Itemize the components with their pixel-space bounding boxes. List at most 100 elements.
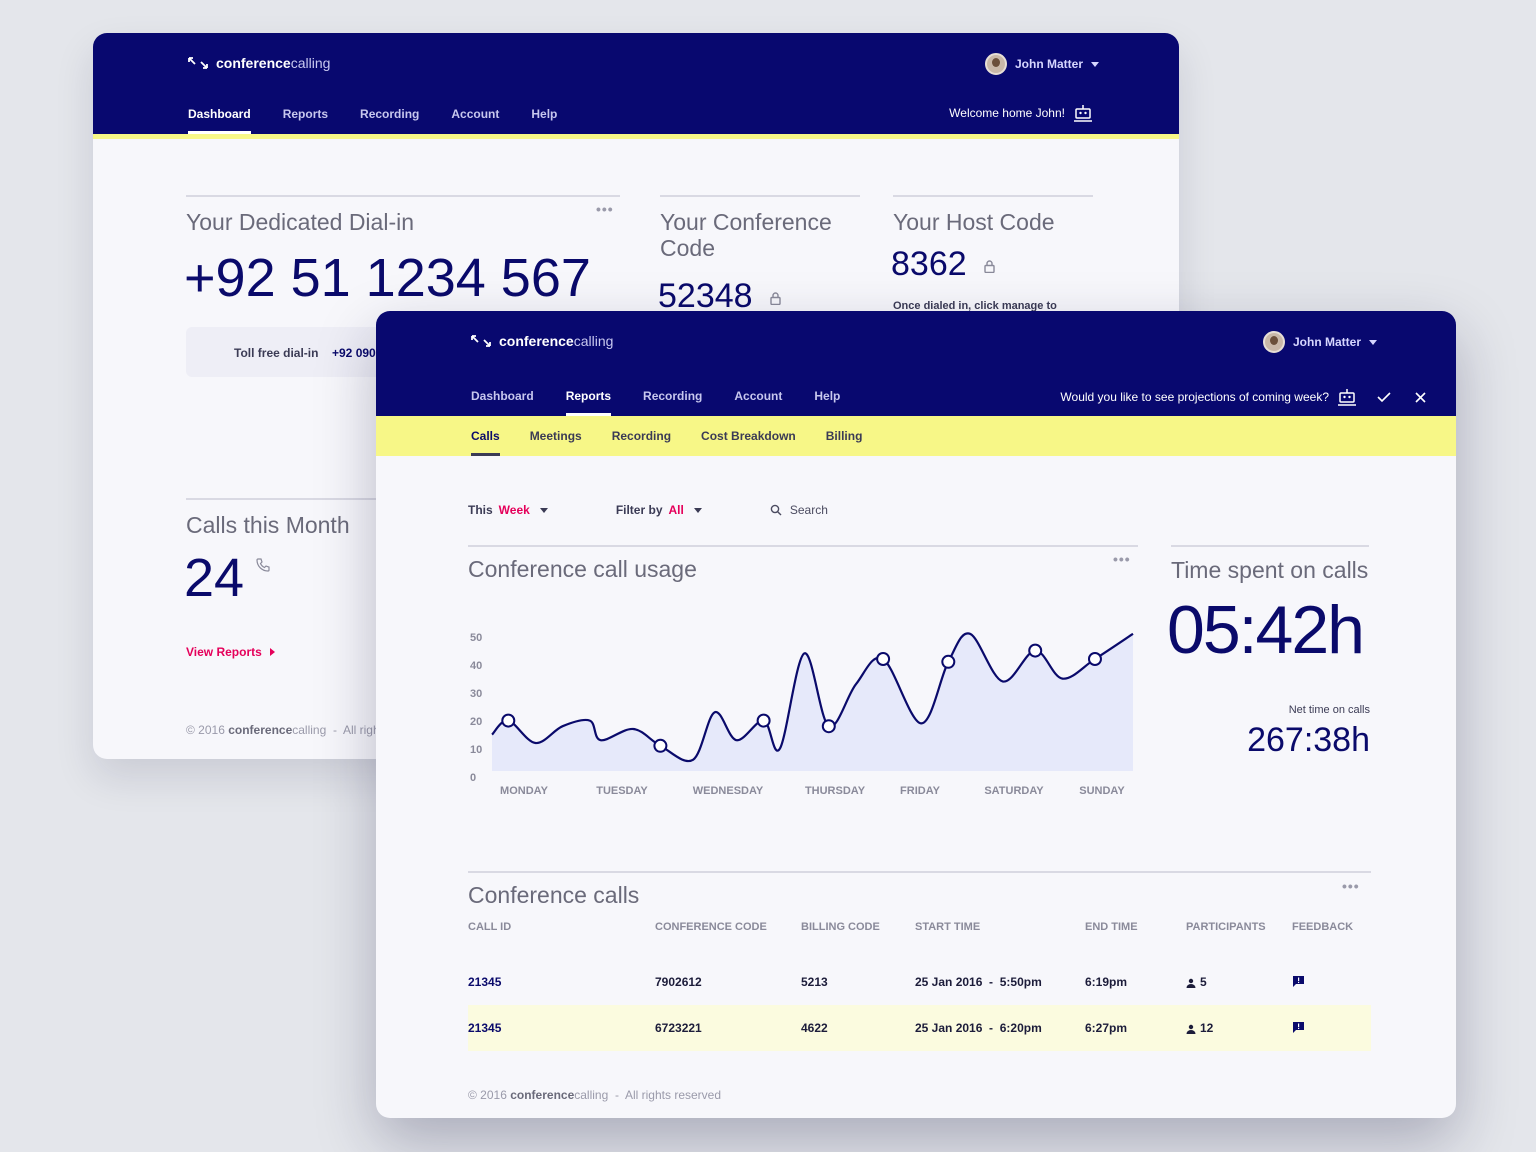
subtab-billing[interactable]: Billing bbox=[825, 429, 863, 443]
x-tick-label: TUESDAY bbox=[596, 785, 648, 797]
close-icon[interactable] bbox=[1415, 391, 1426, 403]
col-participants[interactable]: PARTICIPANTS bbox=[1186, 921, 1266, 933]
tab-recording[interactable]: Recording bbox=[643, 389, 703, 403]
divider bbox=[186, 195, 620, 197]
check-icon[interactable] bbox=[1377, 391, 1391, 403]
period-value: Week bbox=[498, 503, 530, 517]
col-start-time[interactable]: START TIME bbox=[915, 921, 981, 933]
feedback-icon[interactable] bbox=[1292, 975, 1305, 987]
col-feedback[interactable]: FEEDBACK bbox=[1292, 921, 1354, 933]
tab-dashboard[interactable]: Dashboard bbox=[188, 107, 251, 134]
brand-logo[interactable]: conferencecalling bbox=[471, 333, 613, 349]
category-filter[interactable]: Filter by All bbox=[616, 503, 702, 517]
dial-in-number: +92 51 1234 567 bbox=[184, 248, 591, 308]
x-tick-label: WEDNESDAY bbox=[693, 785, 764, 797]
tab-reports[interactable]: Reports bbox=[565, 389, 612, 416]
reports-window: conferencecalling John Matter Dashboard … bbox=[376, 311, 1456, 1118]
avatar bbox=[1263, 331, 1285, 353]
table-row[interactable]: 21345 7902612 5213 25 Jan 2016 - 5:50pm … bbox=[468, 959, 1371, 1005]
x-tick-label: SUNDAY bbox=[1079, 785, 1125, 797]
billing-code: 4622 bbox=[801, 1005, 915, 1051]
dial-in-title: Your Dedicated Dial-in bbox=[186, 209, 415, 235]
footer-brand-light: calling bbox=[292, 723, 327, 737]
view-reports-link[interactable]: View Reports bbox=[186, 645, 275, 659]
brand-logo[interactable]: conferencecalling bbox=[188, 55, 330, 71]
footer-brand-light: calling bbox=[574, 1088, 609, 1102]
calls-month-title: Calls this Month bbox=[186, 512, 350, 538]
col-call-id[interactable]: CALL ID bbox=[468, 921, 512, 933]
end-time: 6:27pm bbox=[1085, 1005, 1186, 1051]
feedback-icon[interactable] bbox=[1292, 1021, 1305, 1033]
more-options-icon[interactable]: ••• bbox=[1342, 878, 1360, 894]
tab-help[interactable]: Help bbox=[814, 389, 841, 403]
calls-table: CALL ID CONFERENCE CODE BILLING CODE STA… bbox=[468, 921, 1371, 1051]
data-point[interactable] bbox=[1028, 643, 1043, 658]
avatar bbox=[985, 53, 1007, 75]
tollfree-number: +92 090 bbox=[332, 346, 376, 360]
footer-rights: All rights reserved bbox=[624, 1088, 722, 1102]
more-options-icon[interactable]: ••• bbox=[596, 201, 614, 217]
tab-account[interactable]: Account bbox=[451, 107, 500, 121]
more-options-icon[interactable]: ••• bbox=[1113, 551, 1131, 567]
view-reports-label: View Reports bbox=[186, 645, 262, 659]
user-name: John Matter bbox=[1015, 57, 1084, 71]
brand-bold: conference bbox=[499, 333, 574, 349]
usage-line bbox=[491, 632, 1134, 763]
subtab-cost-breakdown[interactable]: Cost Breakdown bbox=[701, 429, 796, 443]
net-time-label: Net time on calls bbox=[1288, 704, 1370, 716]
welcome-message: Welcome home John! bbox=[949, 104, 1093, 122]
data-point[interactable] bbox=[821, 719, 836, 734]
call-id[interactable]: 21345 bbox=[468, 1005, 655, 1051]
calls-table-title: Conference calls bbox=[468, 882, 640, 908]
period-filter[interactable]: This Week bbox=[468, 503, 548, 517]
start-time: 25 Jan 2016 - 6:20pm bbox=[915, 1005, 1085, 1051]
participants: 5 bbox=[1186, 959, 1292, 1005]
subtab-recording[interactable]: Recording bbox=[611, 429, 672, 443]
col-billing-code[interactable]: BILLING CODE bbox=[801, 921, 880, 933]
data-point[interactable] bbox=[501, 713, 516, 728]
tollfree-label: Toll free dial-in bbox=[234, 346, 319, 360]
search-placeholder: Search bbox=[789, 503, 828, 517]
usage-area bbox=[492, 633, 1133, 771]
data-point[interactable] bbox=[653, 738, 668, 753]
person-icon bbox=[1186, 1024, 1196, 1034]
data-point[interactable] bbox=[876, 652, 891, 666]
subtab-calls[interactable]: Calls bbox=[471, 416, 500, 456]
participants-count: 12 bbox=[1200, 1021, 1214, 1035]
divider bbox=[186, 498, 386, 500]
tab-account[interactable]: Account bbox=[734, 389, 783, 403]
user-menu[interactable]: John Matter bbox=[1263, 331, 1378, 353]
col-end-time[interactable]: END TIME bbox=[1085, 921, 1138, 933]
y-tick-label: 10 bbox=[470, 744, 482, 756]
conference-code: 52348 bbox=[658, 277, 781, 316]
subtab-meetings[interactable]: Meetings bbox=[529, 429, 582, 443]
user-menu[interactable]: John Matter bbox=[985, 53, 1100, 75]
tab-dashboard[interactable]: Dashboard bbox=[471, 389, 534, 403]
chevron-down-icon bbox=[1091, 61, 1100, 67]
y-tick-label: 50 bbox=[470, 632, 482, 644]
data-point[interactable] bbox=[1087, 652, 1102, 666]
col-conference-code[interactable]: CONFERENCE CODE bbox=[655, 921, 767, 933]
tab-reports[interactable]: Reports bbox=[282, 107, 329, 121]
feedback[interactable] bbox=[1292, 1005, 1371, 1051]
projection-prompt-text: Would you like to see projections of com… bbox=[1060, 390, 1329, 404]
tab-recording[interactable]: Recording bbox=[360, 107, 420, 121]
robot-icon[interactable] bbox=[1073, 104, 1093, 122]
call-id[interactable]: 21345 bbox=[468, 975, 502, 989]
feedback[interactable] bbox=[1292, 959, 1371, 1005]
footer-year: © 2016 bbox=[468, 1088, 507, 1102]
x-tick-label: THURSDAY bbox=[805, 785, 866, 797]
x-tick-label: MONDAY bbox=[500, 785, 549, 797]
user-name: John Matter bbox=[1293, 335, 1362, 349]
conference-code: 7902612 bbox=[655, 975, 702, 989]
divider bbox=[1171, 545, 1369, 547]
search-input[interactable]: Search bbox=[770, 503, 828, 517]
period-prefix: This bbox=[468, 503, 493, 517]
tab-help[interactable]: Help bbox=[531, 107, 558, 121]
data-point[interactable] bbox=[756, 713, 771, 728]
data-point[interactable] bbox=[941, 654, 956, 669]
y-tick-label: 20 bbox=[470, 716, 482, 728]
dashboard-footer: © 2016 conferencecalling - All righ bbox=[186, 723, 380, 737]
table-row[interactable]: 21345 6723221 4622 25 Jan 2016 - 6:20pm … bbox=[468, 1005, 1371, 1051]
start-time: 25 Jan 2016 - 5:50pm bbox=[915, 975, 1042, 989]
